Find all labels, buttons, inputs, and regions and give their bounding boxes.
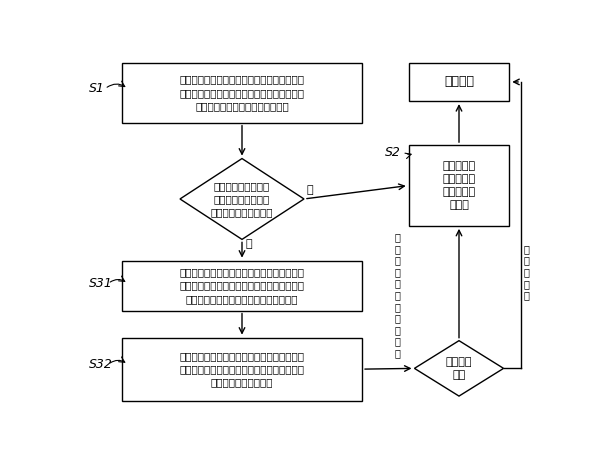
Text: 协调电压控制器根据电压调整值对支路电压进
行控制调节，使所有支路的顶点电压值均在所
述电压控制指标范围内: 协调电压控制器根据电压调整值对支路电压进 行控制调节，使所有支路的顶点电压值均在…	[180, 351, 305, 387]
Bar	[409, 145, 510, 226]
Bar	[122, 260, 362, 310]
Text: 无功电压控
制器对电压
进行就地控
制调节: 无功电压控 制器对电压 进行就地控 制调节	[443, 161, 476, 210]
Bar	[409, 63, 510, 101]
Bar	[122, 338, 362, 401]
Text: 电压越限
判断: 电压越限 判断	[446, 357, 472, 380]
Text: 无功电压控制器向主动配电网电压管理子系统
发送协助控制指令，主动配电网电压管理子系
统计算所述协调电压控制器的电压调整值: 无功电压控制器向主动配电网电压管理子系统 发送协助控制指令，主动配电网电压管理子…	[180, 268, 305, 304]
Bar	[122, 63, 362, 123]
Text: 部
分
支
路
还
存
在
电
压
越
限: 部 分 支 路 还 存 在 电 压 越 限	[394, 232, 400, 358]
Text: 否: 否	[246, 239, 253, 249]
Text: 主动配电网电压管理子系统根据配电网的当前
有功功率及网络拓扑计算电压控制指标，并与
无功电压控制器交互电压控制指标: 主动配电网电压管理子系统根据配电网的当前 有功功率及网络拓扑计算电压控制指标，并…	[180, 74, 305, 111]
Text: 无
电
压
越
限: 无 电 压 越 限	[523, 244, 529, 300]
Text: S32: S32	[89, 358, 113, 371]
Text: 是: 是	[306, 185, 313, 195]
Polygon shape	[180, 159, 304, 239]
Text: S31: S31	[89, 277, 113, 290]
Text: S1: S1	[89, 82, 105, 95]
Text: 当电压越限时，判断
支路顶点电压值是否
在电压控制指标范围内: 当电压越限时，判断 支路顶点电压值是否 在电压控制指标范围内	[211, 181, 273, 217]
Text: 电压恢复: 电压恢复	[444, 75, 474, 89]
Polygon shape	[414, 341, 504, 396]
Text: S2: S2	[385, 146, 401, 159]
